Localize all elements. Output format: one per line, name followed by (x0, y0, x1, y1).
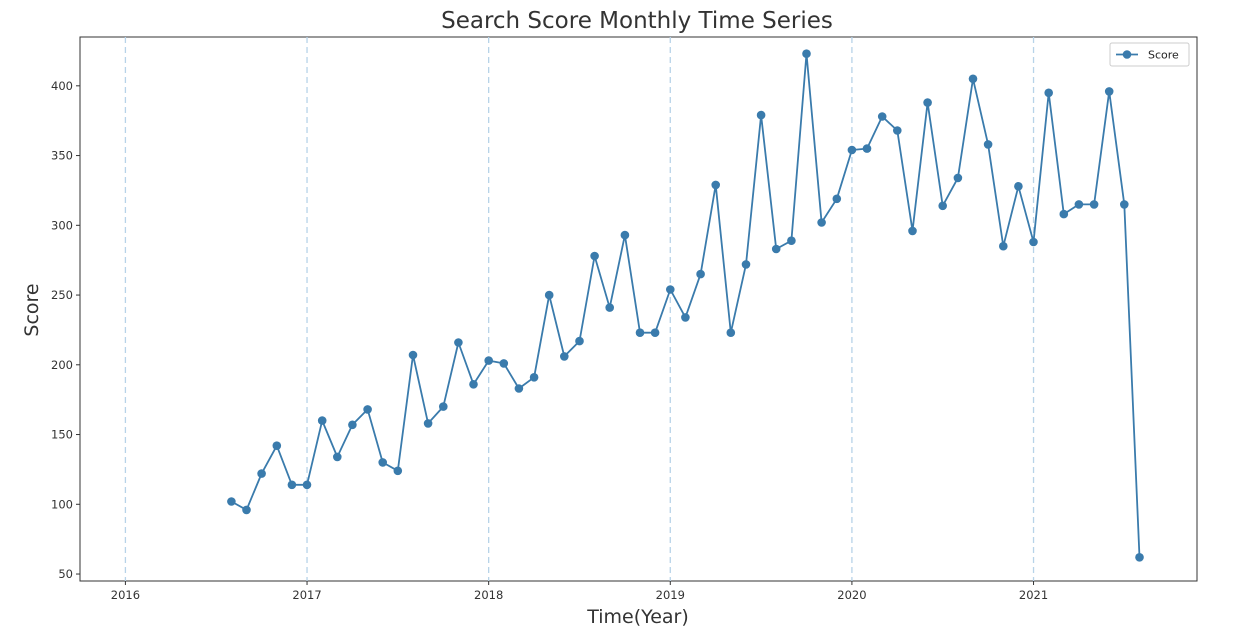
data-point-2020-04 (893, 126, 902, 135)
data-point-2017-07 (393, 466, 403, 476)
data-point-2019-07 (756, 110, 766, 120)
data-point-2018-11 (635, 328, 645, 338)
data-point-2020-12 (1014, 182, 1023, 191)
data-point-2019-05 (726, 328, 736, 338)
data-point-2020-10 (983, 140, 993, 149)
x-tick-label-2019: 2019 (656, 588, 685, 602)
y-axis-ticks: 50 100 150 200 250 300 350 400 (51, 79, 80, 581)
x-tick-label-2017: 2017 (292, 588, 321, 602)
y-tick-label-350: 350 (51, 149, 73, 163)
y-axis-label: Score (21, 283, 43, 336)
y-tick-label-100: 100 (51, 497, 73, 511)
chart-title: Search Score Monthly Time Series (441, 8, 833, 34)
data-point-2020-09 (968, 74, 978, 84)
legend-label-score: Score (1148, 49, 1179, 62)
data-point-2017-02 (317, 416, 327, 425)
data-point-2018-04 (529, 373, 539, 382)
x-tick-label-2021: 2021 (1019, 588, 1048, 602)
data-point-2019-06 (741, 260, 751, 269)
data-point-2021-07 (1120, 200, 1129, 209)
data-point-2016-09 (242, 505, 251, 515)
data-point-2018-10 (620, 230, 630, 240)
data-point-2017-10 (439, 402, 448, 411)
data-point-2021-08 (1135, 553, 1144, 562)
x-axis-label: Time(Year) (586, 606, 689, 628)
plot-area (79, 36, 1198, 582)
data-point-2017-12 (469, 380, 478, 389)
data-point-2021-04 (1074, 200, 1084, 209)
data-point-2019-10 (802, 49, 811, 58)
data-point-2020-05 (908, 226, 917, 236)
x-axis-ticks: 2016 2017 2018 2019 2020 2021 (111, 581, 1048, 602)
data-point-2016-12 (287, 480, 297, 490)
data-point-2018-06 (560, 352, 569, 361)
data-point-2017-05 (363, 405, 372, 414)
data-point-2018-01 (484, 356, 494, 365)
data-point-2018-02 (499, 359, 509, 368)
data-point-2020-11 (999, 241, 1008, 251)
y-tick-label-150: 150 (51, 428, 73, 442)
legend: Score (1109, 42, 1190, 67)
x-tick-label-2018: 2018 (474, 588, 503, 602)
data-point-2020-03 (877, 112, 887, 121)
legend-marker-swatch (1122, 50, 1132, 59)
grid-lines (124, 37, 1035, 581)
data-point-2018-03 (514, 384, 524, 393)
data-point-2021-05 (1089, 200, 1099, 209)
data-point-2020-02 (862, 144, 872, 153)
data-point-2019-01 (666, 285, 675, 294)
data-point-2019-04 (711, 180, 720, 190)
data-point-2020-08 (953, 173, 963, 183)
data-point-2019-11 (817, 218, 826, 227)
data-point-2017-01 (302, 480, 312, 490)
data-point-2020-06 (923, 98, 932, 107)
data-point-2021-06 (1104, 87, 1114, 96)
data-point-2019-03 (696, 269, 705, 279)
data-point-2018-09 (605, 303, 614, 312)
x-tick-label-2016: 2016 (111, 588, 140, 602)
y-tick-label-50: 50 (58, 567, 73, 581)
data-point-2019-09 (787, 236, 796, 245)
data-point-2017-04 (348, 420, 357, 430)
data-point-2017-08 (408, 350, 418, 360)
data-point-2019-12 (832, 194, 842, 204)
data-point-2021-01 (1029, 237, 1038, 247)
legend-box (1109, 42, 1190, 67)
y-tick-label-250: 250 (51, 288, 73, 302)
y-tick-label-200: 200 (51, 358, 73, 372)
data-point-2021-02 (1044, 88, 1053, 98)
y-tick-label-300: 300 (51, 218, 73, 232)
data-point-2018-12 (650, 328, 660, 338)
data-point-2021-03 (1059, 209, 1069, 219)
data-point-2017-06 (378, 458, 388, 467)
data-point-2017-11 (454, 338, 463, 347)
data-point-2019-02 (681, 313, 690, 322)
data-point-2016-11 (272, 441, 282, 451)
data-point-2018-07 (575, 336, 584, 346)
y-tick-label-400: 400 (51, 79, 73, 93)
data-point-2020-07 (938, 201, 947, 211)
x-tick-label-2020: 2020 (837, 588, 866, 602)
data-point-2017-03 (333, 452, 342, 462)
series-line-score (230, 52, 1141, 558)
data-point-2018-05 (544, 290, 554, 300)
series-score (227, 49, 1144, 562)
data-point-2018-08 (590, 251, 599, 261)
data-point-2019-08 (771, 244, 781, 254)
data-point-2016-10 (257, 469, 266, 478)
data-point-2017-09 (423, 419, 433, 428)
data-point-2016-08 (227, 497, 236, 506)
data-point-2020-01 (847, 145, 857, 155)
